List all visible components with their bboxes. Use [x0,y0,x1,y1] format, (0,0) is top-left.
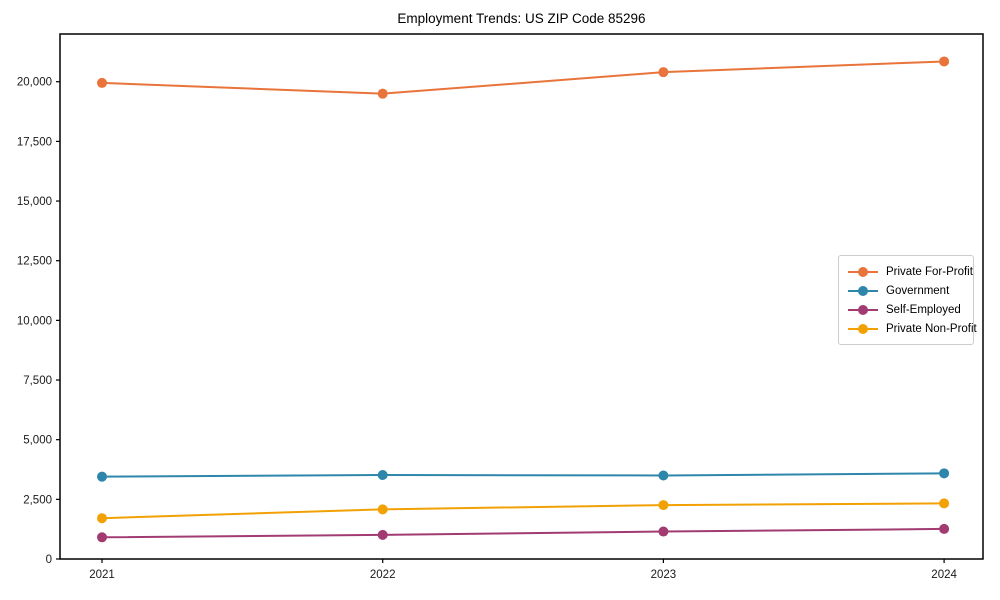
x-axis-tick-label: 2024 [931,569,957,581]
y-axis-tick-label: 15,000 [17,196,52,208]
y-axis-tick-label: 2,500 [23,494,52,506]
data-point-private-for-profit [939,56,950,67]
data-point-self-employed [97,532,107,543]
legend-marker-icon [848,323,878,334]
y-axis-tick-label: 5,000 [23,435,52,447]
legend-label: Government [886,284,950,297]
data-point-self-employed [377,529,388,540]
data-point-private-for-profit [97,77,107,88]
data-point-private-non-profit [97,513,107,524]
data-point-government [377,470,388,480]
legend-marker-icon [848,304,878,315]
legend-item-private-non-profit: Private Non-Profit [848,320,977,337]
legend-item-private-for-profit: Private For-Profit [848,263,973,280]
y-axis-tick-label: 7,500 [23,375,52,387]
data-point-self-employed [658,526,669,537]
y-axis-tick-label: 12,500 [17,256,52,268]
legend-dot [858,285,868,296]
legend-marker-icon [848,285,878,296]
chart-title: Employment Trends: US ZIP Code 85296 [397,11,646,26]
y-axis-tick-label: 20,000 [17,77,52,89]
series-line-private-for-profit [101,60,945,95]
y-axis-tick-label: 10,000 [17,315,52,327]
series-line-government [101,472,945,478]
y-axis-tick-label: 17,500 [17,136,52,148]
data-point-government [97,471,107,482]
data-point-government [658,470,669,481]
legend-dot [858,323,868,334]
data-point-private-for-profit [377,88,388,99]
data-point-private-for-profit [658,67,669,78]
x-axis-tick-label: 2023 [651,569,677,581]
data-point-government [939,468,950,479]
legend-dot [858,304,868,315]
legend-label: Private Non-Profit [886,322,977,335]
legend-label: Self-Employed [886,303,961,316]
legend-item-government: Government [848,282,964,299]
legend-item-self-employed: Self-Employed [848,301,964,318]
data-point-self-employed [939,523,950,534]
data-point-private-non-profit [658,500,669,511]
x-axis-tick-label: 2021 [89,569,115,581]
series-line-self-employed [101,527,945,539]
x-axis-tick-label: 2022 [370,569,396,581]
legend-label: Private For-Profit [886,265,973,278]
series-line-private-non-profit [101,502,945,520]
legend-dot [858,266,868,277]
data-point-private-non-profit [939,498,950,509]
legend: Private For-Profit Government Self-Employe… [838,255,977,345]
legend-marker-icon [848,266,878,277]
plot-border [59,33,984,560]
y-axis-tick-label: 0 [46,554,52,566]
data-point-private-non-profit [377,504,388,515]
